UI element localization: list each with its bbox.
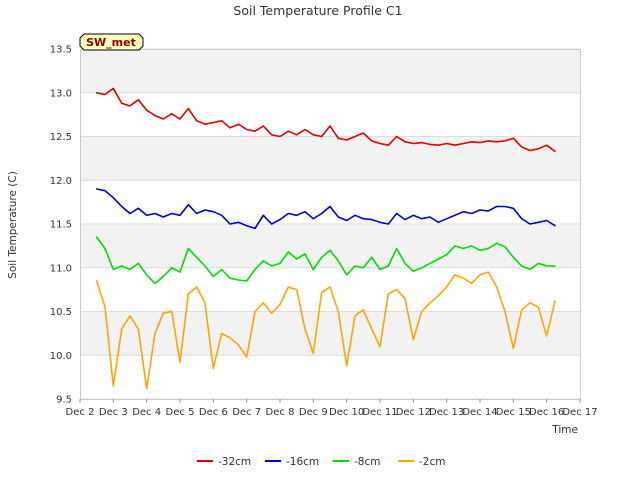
plot-background [80,49,580,399]
y-tick-label: 9.5 [56,395,72,406]
legend-label: -8cm [354,456,380,468]
chart-title: Soil Temperature Profile C1 [233,3,402,18]
series-line [95,271,556,390]
x-tick-label: Dec 6 [199,407,228,418]
y-axis-ticks: 9.5 10.0 10.5 11.0 11.5 12.0 12.5 13.0 13.5 [50,45,72,406]
site-badge-shape [79,33,144,51]
series-line [95,188,556,230]
x-tick-label: Dec 15 [496,407,531,418]
x-tick-label: Dec 4 [132,407,161,418]
x-tick-label: Dec 9 [299,407,328,418]
background-band [80,92,580,137]
y-tick-label: 11.0 [50,263,72,274]
x-tick-label: Dec 7 [232,407,261,418]
x-tick-label: Dec 17 [562,407,597,418]
x-tick-label: Dec 12 [396,407,431,418]
y-tick-label: 10.5 [50,307,72,318]
x-tick-label: Dec 8 [266,407,295,418]
legend-label: -32cm [218,456,251,468]
x-axis-ticks: Dec 2 Dec 3 Dec 4 Dec 5 Dec 6 Dec 7 Dec 8 Dec 9… [66,399,598,418]
x-tick-label: Dec 13 [429,407,464,418]
background-band [80,311,580,356]
series-line [95,87,556,153]
plot-frame [80,49,581,400]
legend: -32cm -16cm -8cm -2cm [197,456,445,468]
x-tick-label: Dec 2 [66,407,95,418]
site-badge: SW_met [79,33,144,51]
background-band [80,180,580,224]
y-tick-label: 12.5 [50,132,72,143]
legend-label: -2cm [419,456,445,468]
background-band [80,49,580,93]
x-tick-label: Dec 5 [166,407,195,418]
y-tick-label: 12.0 [50,176,72,187]
series-line [95,236,556,285]
series-lines [95,87,556,390]
y-tick-label: 13.5 [50,45,72,56]
y-tick-label: 11.5 [50,220,72,231]
background-band [80,224,580,268]
x-tick-label: Dec 14 [462,407,497,418]
x-tick-label: Dec 16 [529,407,564,418]
x-tick-label: Dec 10 [329,407,364,418]
background-band [80,267,580,312]
y-axis-label: Soil Temperature (C) [7,171,19,279]
x-tick-label: Dec 11 [362,407,397,418]
x-tick-label: Dec 3 [99,407,128,418]
site-badge-text: SW_met [86,36,136,49]
x-axis-label: Time [551,424,578,436]
legend-label: -16cm [286,456,319,468]
y-tick-label: 13.0 [50,88,72,99]
background-band [80,355,580,399]
background-band [80,136,580,181]
y-tick-label: 10.0 [50,351,72,362]
